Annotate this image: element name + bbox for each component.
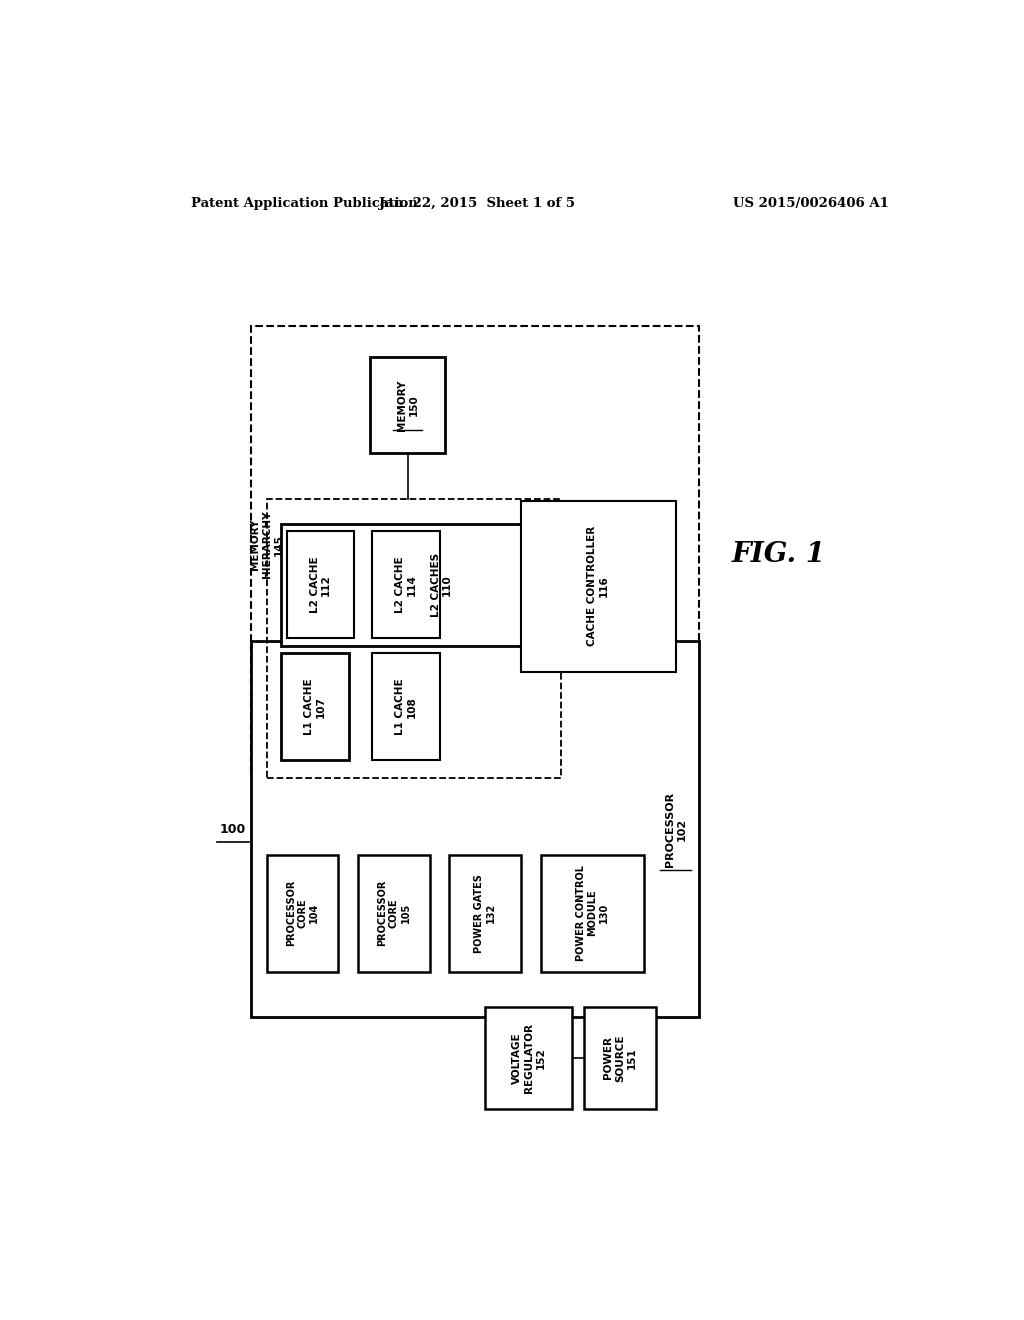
FancyBboxPatch shape xyxy=(373,532,440,638)
FancyBboxPatch shape xyxy=(282,653,348,760)
Text: 100: 100 xyxy=(219,822,246,836)
FancyBboxPatch shape xyxy=(358,854,430,972)
Text: PROCESSOR
102: PROCESSOR 102 xyxy=(665,792,686,867)
Text: CACHE CONTROLLER
116: CACHE CONTROLLER 116 xyxy=(588,527,609,647)
Text: US 2015/0026406 A1: US 2015/0026406 A1 xyxy=(732,197,889,210)
Text: FIG. 1: FIG. 1 xyxy=(732,541,825,569)
Text: POWER GATES
132: POWER GATES 132 xyxy=(474,874,496,953)
Text: POWER
SOURCE
151: POWER SOURCE 151 xyxy=(603,1034,637,1081)
FancyBboxPatch shape xyxy=(251,642,699,1018)
FancyBboxPatch shape xyxy=(585,1007,655,1109)
FancyBboxPatch shape xyxy=(521,500,676,672)
Text: L2 CACHES
110: L2 CACHES 110 xyxy=(431,553,453,618)
FancyBboxPatch shape xyxy=(267,854,338,972)
FancyBboxPatch shape xyxy=(373,653,440,760)
Text: PROCESSOR
CORE
104: PROCESSOR CORE 104 xyxy=(286,880,319,946)
FancyBboxPatch shape xyxy=(370,356,445,453)
Text: L1 CACHE
108: L1 CACHE 108 xyxy=(395,678,417,735)
Text: Jan. 22, 2015  Sheet 1 of 5: Jan. 22, 2015 Sheet 1 of 5 xyxy=(379,197,575,210)
Text: POWER CONTROL
MODULE
130: POWER CONTROL MODULE 130 xyxy=(575,865,609,961)
Text: L2 CACHE
114: L2 CACHE 114 xyxy=(395,557,417,612)
Text: MEMORY
HIERARCHY
145: MEMORY HIERARCHY 145 xyxy=(250,511,284,578)
FancyBboxPatch shape xyxy=(282,524,523,647)
FancyBboxPatch shape xyxy=(541,854,644,972)
Text: L1 CACHE
107: L1 CACHE 107 xyxy=(304,678,326,735)
FancyBboxPatch shape xyxy=(485,1007,572,1109)
Text: L2 CACHE
112: L2 CACHE 112 xyxy=(309,557,331,612)
FancyBboxPatch shape xyxy=(450,854,521,972)
Text: PROCESSOR
CORE
105: PROCESSOR CORE 105 xyxy=(377,880,411,946)
Text: Patent Application Publication: Patent Application Publication xyxy=(191,197,418,210)
FancyBboxPatch shape xyxy=(287,532,354,638)
Text: VOLTAGE
REGULATOR
152: VOLTAGE REGULATOR 152 xyxy=(512,1023,546,1093)
Text: MEMORY
150: MEMORY 150 xyxy=(397,379,419,430)
